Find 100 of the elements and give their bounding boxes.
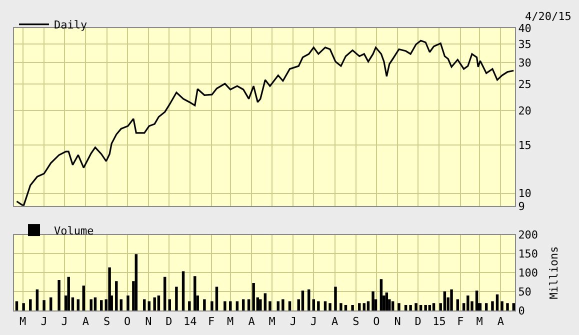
bar bbox=[259, 299, 262, 311]
bar bbox=[236, 301, 239, 311]
x-tick-label: M bbox=[476, 314, 484, 328]
bar bbox=[148, 301, 151, 311]
x-tick-label: D bbox=[166, 314, 172, 328]
bar bbox=[58, 280, 60, 311]
x-tick-label: S bbox=[352, 314, 360, 328]
y-tick-label: 100 bbox=[518, 266, 538, 280]
x-tick-label: J bbox=[290, 314, 296, 328]
bar bbox=[317, 301, 320, 311]
bar bbox=[134, 254, 138, 311]
bar bbox=[324, 301, 327, 311]
bar bbox=[380, 279, 383, 311]
bar bbox=[432, 303, 436, 311]
bar bbox=[351, 305, 354, 311]
x-tick-label: A bbox=[331, 314, 338, 328]
y-tick-label: 35 bbox=[518, 38, 532, 51]
bar bbox=[210, 301, 214, 311]
y-tick-label: 20 bbox=[518, 104, 532, 118]
x-tick-label: J bbox=[61, 314, 68, 328]
bar bbox=[288, 301, 292, 311]
y-tick-label: 25 bbox=[518, 78, 532, 91]
bar bbox=[268, 301, 272, 311]
y-tick-label: 30 bbox=[518, 56, 532, 70]
bar bbox=[29, 299, 32, 311]
bar bbox=[484, 303, 488, 311]
x-tick-label: O bbox=[124, 314, 131, 328]
bar bbox=[372, 291, 374, 311]
y-axis-title: Millions bbox=[547, 246, 560, 300]
bar bbox=[366, 301, 370, 311]
x-tick-label: N bbox=[145, 314, 152, 328]
bar bbox=[94, 297, 97, 311]
bar bbox=[308, 289, 310, 311]
bar bbox=[362, 303, 366, 311]
x-tick-label: S bbox=[104, 314, 110, 328]
bar bbox=[506, 303, 509, 311]
bar bbox=[496, 294, 499, 311]
y-tick-label: 9 bbox=[518, 200, 525, 213]
bar bbox=[82, 286, 85, 311]
x-tick-label: N bbox=[394, 314, 401, 328]
bar bbox=[478, 303, 482, 311]
line-series bbox=[16, 40, 514, 206]
bar bbox=[414, 303, 418, 311]
bar bbox=[157, 296, 160, 311]
bar bbox=[175, 286, 178, 311]
x-tick-label: O bbox=[373, 314, 380, 328]
bar bbox=[22, 303, 25, 311]
bar bbox=[229, 301, 232, 311]
bar bbox=[115, 281, 118, 311]
bar bbox=[108, 267, 111, 311]
bar bbox=[512, 303, 515, 311]
bar bbox=[301, 290, 304, 311]
bar bbox=[67, 276, 70, 311]
bar bbox=[500, 301, 504, 311]
bar bbox=[100, 300, 103, 311]
bar bbox=[282, 299, 284, 311]
bar bbox=[264, 293, 267, 311]
bar bbox=[276, 301, 280, 311]
bar bbox=[409, 305, 412, 311]
y-tick-label: 10 bbox=[518, 187, 532, 200]
bar bbox=[42, 300, 46, 311]
y-tick-label: 15 bbox=[518, 138, 532, 152]
bar bbox=[203, 299, 206, 311]
bar bbox=[36, 289, 39, 311]
x-tick-label: 14 bbox=[183, 314, 198, 328]
y-tick-label: 50 bbox=[518, 286, 532, 299]
bar bbox=[49, 297, 52, 311]
bar bbox=[424, 305, 427, 311]
y-tick-label: 150 bbox=[518, 248, 538, 261]
bar bbox=[153, 297, 156, 311]
y-tick-label: 200 bbox=[518, 228, 538, 242]
x-tick-label: D bbox=[414, 314, 422, 328]
x-tick-label: F bbox=[208, 314, 215, 328]
bar bbox=[443, 291, 446, 311]
x-tick-label: M bbox=[227, 314, 234, 328]
bar bbox=[466, 296, 470, 311]
bar bbox=[188, 301, 191, 311]
bar bbox=[252, 282, 255, 311]
bar bbox=[334, 286, 337, 311]
bar bbox=[391, 301, 394, 311]
text: 4/20/15 bbox=[525, 10, 572, 23]
x-tick-label: M bbox=[20, 314, 27, 328]
y-tick-label: 0 bbox=[518, 304, 525, 318]
x-tick-label: A bbox=[497, 314, 504, 328]
x-tick-label: F bbox=[457, 314, 464, 328]
y-tick-label: 40 bbox=[518, 22, 532, 35]
bar bbox=[194, 276, 196, 311]
bar bbox=[328, 303, 332, 311]
bar bbox=[398, 303, 400, 311]
bar bbox=[385, 292, 388, 311]
bar bbox=[358, 303, 361, 311]
bar bbox=[15, 301, 18, 311]
bar bbox=[126, 296, 130, 311]
bar bbox=[215, 286, 218, 311]
bar bbox=[340, 303, 342, 311]
x-tick-label: 15 bbox=[432, 314, 446, 328]
bar bbox=[163, 276, 166, 311]
x-tick-label: J bbox=[310, 314, 317, 328]
bar bbox=[182, 271, 185, 311]
legend-label: Daily bbox=[54, 18, 88, 32]
